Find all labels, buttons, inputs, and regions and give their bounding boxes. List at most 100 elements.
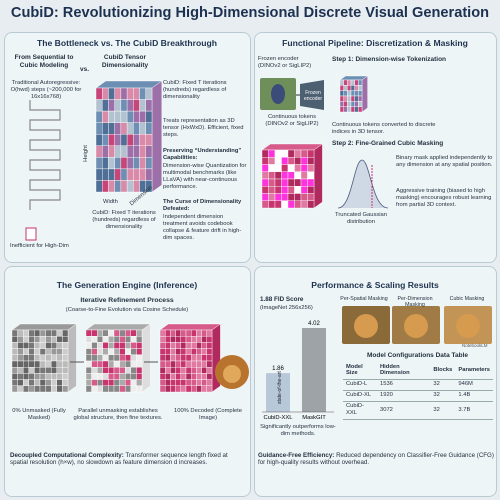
tensor-cube-cell bbox=[114, 180, 122, 193]
stage-cube-cell bbox=[45, 373, 52, 380]
stage-cube-cell bbox=[45, 385, 52, 393]
tensor-cube-cell bbox=[108, 168, 115, 181]
masked-cube-cell bbox=[274, 157, 282, 165]
stage-cube-cell bbox=[45, 348, 52, 356]
stage-cube-cell bbox=[201, 342, 208, 349]
stage-cube-cell bbox=[164, 379, 171, 387]
stage-cube-cell bbox=[196, 354, 202, 362]
token-cube-cell bbox=[354, 85, 359, 91]
stage-cube-cell bbox=[164, 354, 171, 362]
tensor-cube-cell bbox=[108, 134, 115, 146]
stage-cube-cell bbox=[170, 348, 176, 356]
masked-cube-cell bbox=[307, 164, 315, 172]
tensor-cube-cell bbox=[102, 122, 109, 135]
tensor-cube-cell bbox=[120, 168, 128, 181]
stage-cube-cell bbox=[119, 336, 126, 343]
page-title: CubiD: Revolutionizing High-Dimensional … bbox=[10, 5, 490, 21]
masked-cube-cell bbox=[261, 193, 269, 201]
token-cube-cell bbox=[343, 106, 348, 113]
tensor-cube-cell bbox=[145, 99, 153, 112]
stage-cube-cell bbox=[196, 336, 202, 343]
stage-cube-cell bbox=[28, 348, 35, 356]
table-cell: CubiD-L bbox=[343, 379, 377, 391]
masked-cube-cell bbox=[300, 149, 308, 158]
stage-cube-cell bbox=[201, 348, 208, 356]
masked-cube-cell bbox=[274, 149, 282, 158]
token-cube-cell bbox=[350, 101, 355, 107]
stage-cube-cell bbox=[164, 367, 171, 374]
stage-cube-cell bbox=[136, 342, 143, 349]
stage-cube-cell bbox=[62, 329, 69, 337]
mask-label: Per-Spatial Masking bbox=[340, 296, 388, 302]
stage-cube-cell bbox=[201, 354, 208, 362]
stage-cube-cell bbox=[11, 367, 18, 374]
stage-cube-cell bbox=[62, 379, 69, 387]
stage-cube-cell bbox=[185, 385, 192, 393]
stage-cube-cell bbox=[91, 329, 98, 337]
tensor-cube-cell bbox=[139, 99, 146, 112]
stage-cube-cell bbox=[51, 336, 58, 343]
token-cube-cell bbox=[354, 106, 359, 113]
stage-cube-cell bbox=[91, 385, 98, 393]
table-title: Model Configurations Data Table bbox=[367, 352, 468, 359]
table-cell: CubiD-XXL bbox=[343, 401, 377, 420]
stage-cube-cell bbox=[34, 360, 41, 368]
stage-cube-cell bbox=[175, 348, 182, 356]
stage-cube-cell bbox=[17, 385, 24, 393]
stage-cube-cell bbox=[28, 367, 35, 374]
stage-label: Parallel unmasking establishes global st… bbox=[73, 408, 163, 421]
masked-cube-top bbox=[261, 143, 324, 151]
masked-cube-cell bbox=[300, 193, 308, 201]
stage-cube-cell bbox=[136, 329, 143, 337]
tensor-cube-cell bbox=[126, 134, 134, 146]
stage-cube-cell bbox=[136, 354, 143, 362]
text-title: Decoupled Computational Complexity: bbox=[10, 452, 124, 459]
stage-cube-cell bbox=[96, 336, 103, 343]
stage-cube-cell bbox=[23, 342, 30, 349]
table-cell: 1536 bbox=[377, 379, 431, 391]
tensor-cube-cell bbox=[95, 99, 103, 112]
tensor-cube-cell bbox=[133, 168, 140, 181]
tensor-cube-cell bbox=[102, 134, 109, 146]
stage-cube-cell bbox=[62, 373, 69, 380]
text: Traditional Autoregressive: O(hwd) steps… bbox=[10, 80, 82, 100]
masked-cube-cell bbox=[281, 186, 289, 194]
tensor-cube-cell bbox=[139, 134, 146, 146]
stage-cube-cell bbox=[175, 360, 182, 368]
token-cube-cell bbox=[347, 101, 352, 107]
masked-cube-side bbox=[313, 143, 323, 209]
stage-cube-cell bbox=[185, 367, 192, 374]
tensor-cube-cell bbox=[139, 145, 146, 158]
bar bbox=[302, 328, 326, 412]
stage-cube-cell bbox=[85, 348, 92, 356]
column-header: Parameters bbox=[455, 362, 493, 380]
stage-cube-cell bbox=[91, 379, 98, 387]
annotation: state-of-the-art bbox=[277, 371, 283, 404]
masked-cube-cell bbox=[300, 200, 308, 209]
masked-cube-cell bbox=[274, 178, 282, 187]
value-label: 1.86 bbox=[272, 366, 284, 372]
table-row: CubiD-XXL 3072 32 3.7B bbox=[343, 401, 493, 420]
tensor-cube-cell bbox=[102, 110, 109, 123]
tensor-cube-cell bbox=[95, 87, 103, 100]
stage-cube-cell bbox=[136, 373, 143, 380]
masked-cube-cell bbox=[287, 186, 295, 194]
stage-cube-cell bbox=[130, 336, 137, 343]
tensor-cube-cell bbox=[126, 168, 134, 181]
token-cube-cell bbox=[354, 95, 359, 102]
text: Reduced dependency on Classifier-Free Gu… bbox=[258, 452, 494, 467]
stage-cube-cell bbox=[102, 336, 109, 343]
tensor-cube-cell bbox=[133, 110, 140, 123]
stage-cube-cell bbox=[11, 379, 18, 387]
stage-cube-cell bbox=[159, 379, 166, 387]
stage-cube-cell bbox=[51, 360, 58, 368]
stage-cube-cell bbox=[91, 348, 98, 356]
stage-cube-cell bbox=[196, 348, 202, 356]
stage-cube-cell bbox=[17, 379, 24, 387]
stage-cube-cell bbox=[23, 329, 30, 337]
stage-cube-cell bbox=[39, 354, 46, 362]
text: Continuous tokens (DINOv2 or SigLIP2) bbox=[265, 114, 319, 127]
stage-cube-cell bbox=[180, 373, 187, 380]
token-cube-cell bbox=[339, 106, 344, 113]
text: CubiD: Fixed T iterations (hundreds) reg… bbox=[163, 80, 227, 100]
